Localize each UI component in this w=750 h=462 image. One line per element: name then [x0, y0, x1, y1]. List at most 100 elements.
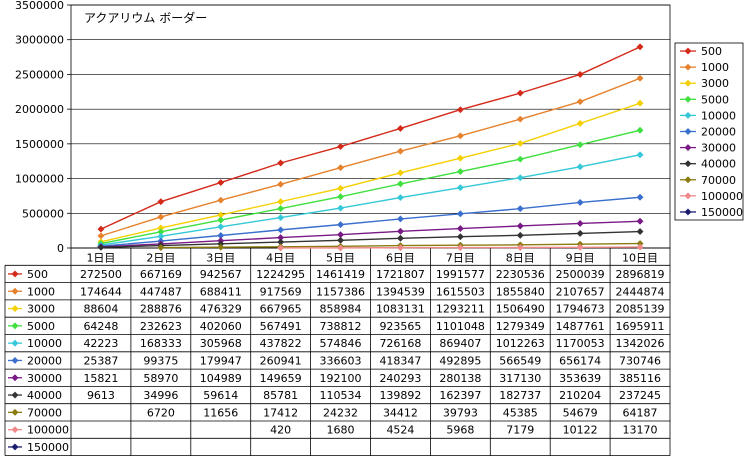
data-point	[396, 234, 405, 242]
table-cell: 34996	[143, 389, 178, 402]
table-cell: 182737	[499, 389, 541, 402]
data-point	[396, 227, 405, 235]
x-tick-label: 7日目	[446, 251, 475, 264]
data-point	[217, 179, 225, 187]
data-point	[217, 196, 225, 204]
table-cell: 667169	[140, 268, 182, 281]
data-point	[277, 159, 285, 167]
table-cell: 99375	[143, 354, 178, 367]
table-cell: 1461419	[316, 268, 365, 281]
x-tick-label: 2日目	[146, 251, 175, 264]
y-tick-label: 3000000	[15, 34, 64, 47]
y-tick-label: 2000000	[15, 103, 64, 116]
table-cell: 13170	[623, 424, 658, 437]
table-row-label: 40000	[27, 389, 62, 402]
table-cell: 5968	[446, 424, 474, 437]
data-point	[157, 213, 165, 221]
table-cell: 437822	[260, 337, 302, 350]
table-cell: 2444874	[616, 285, 665, 298]
table-cell: 447487	[140, 285, 182, 298]
y-tick-label: 3500000	[15, 0, 64, 12]
table-cell: 492895	[439, 354, 481, 367]
table-cell: 54679	[563, 406, 598, 419]
table-cell: 9613	[87, 389, 115, 402]
data-point	[336, 164, 345, 172]
series-line	[100, 230, 641, 249]
data-point	[636, 74, 644, 82]
data-point	[97, 225, 105, 233]
table-row-label: 500	[27, 268, 48, 281]
x-tick-label: 6日目	[386, 251, 415, 264]
table-cell: 15821	[83, 372, 118, 385]
table-cell: 942567	[200, 268, 242, 281]
table-cell: 420	[270, 424, 291, 437]
table-row-label: 100000	[27, 424, 69, 437]
table-cell: 1794673	[556, 303, 605, 316]
table-cell: 6720	[147, 406, 175, 419]
data-point	[396, 215, 405, 223]
data-point	[576, 141, 584, 149]
data-point	[576, 229, 584, 237]
table-cell: 139892	[379, 389, 421, 402]
table-cell: 24232	[323, 406, 358, 419]
table-cell: 10122	[563, 424, 598, 437]
table-cell: 738812	[320, 320, 362, 333]
table-cell: 174644	[80, 285, 122, 298]
legend-label: 1000	[701, 61, 729, 74]
table-cell: 2230536	[496, 268, 545, 281]
data-point	[636, 151, 644, 159]
x-tick-label: 1日目	[86, 251, 115, 264]
data-point	[636, 227, 644, 236]
legend-label: 500	[701, 45, 722, 58]
data-point	[576, 98, 584, 106]
data-point	[456, 210, 464, 218]
data-point	[277, 214, 285, 222]
legend-marker	[684, 192, 692, 200]
table-row-key-marker	[11, 374, 19, 382]
table-cell: 59614	[203, 389, 238, 402]
table-row-key-marker	[11, 270, 19, 278]
table-cell: 58970	[143, 372, 178, 385]
data-point	[516, 155, 524, 163]
series-line	[100, 220, 641, 248]
data-point	[97, 243, 105, 251]
data-point	[516, 89, 524, 97]
chart-title: アクアリウム ボーダー	[84, 10, 207, 25]
table-row-key-marker	[11, 339, 19, 347]
table-cell: 2107657	[556, 285, 605, 298]
table-row-label: 1000	[27, 285, 55, 298]
table-cell: 353639	[559, 372, 601, 385]
data-point	[576, 198, 584, 206]
data-point	[456, 106, 464, 114]
legend-label: 100000	[701, 190, 743, 203]
table-row-label: 10000	[27, 337, 62, 350]
table-cell: 110534	[320, 389, 362, 402]
table-cell: 192100	[320, 372, 362, 385]
data-point	[636, 243, 644, 251]
data-point	[576, 243, 584, 251]
data-point	[576, 70, 584, 78]
data-point	[636, 99, 644, 107]
legend-marker	[684, 63, 692, 71]
table-cell: 730746	[619, 354, 661, 367]
table-cell: 385116	[619, 372, 661, 385]
table-cell: 272500	[80, 268, 122, 281]
table-cell: 7179	[506, 424, 534, 437]
table-cell: 1157386	[316, 285, 365, 298]
data-point	[336, 193, 345, 201]
data-point	[576, 119, 584, 127]
data-point	[277, 198, 285, 206]
table-cell: 4524	[386, 424, 414, 437]
table-row-key-marker	[11, 408, 19, 416]
table-cell: 667965	[260, 303, 302, 316]
legend-label: 10000	[701, 109, 736, 122]
table-cell: 2500039	[556, 268, 605, 281]
table-cell: 726168	[379, 337, 421, 350]
table-row-key-marker	[11, 426, 19, 434]
table-cell: 1487761	[556, 320, 605, 333]
data-point	[157, 243, 165, 252]
table-cell: 476329	[200, 303, 242, 316]
table-cell: 1506490	[496, 303, 545, 316]
table-cell: 288876	[140, 303, 182, 316]
